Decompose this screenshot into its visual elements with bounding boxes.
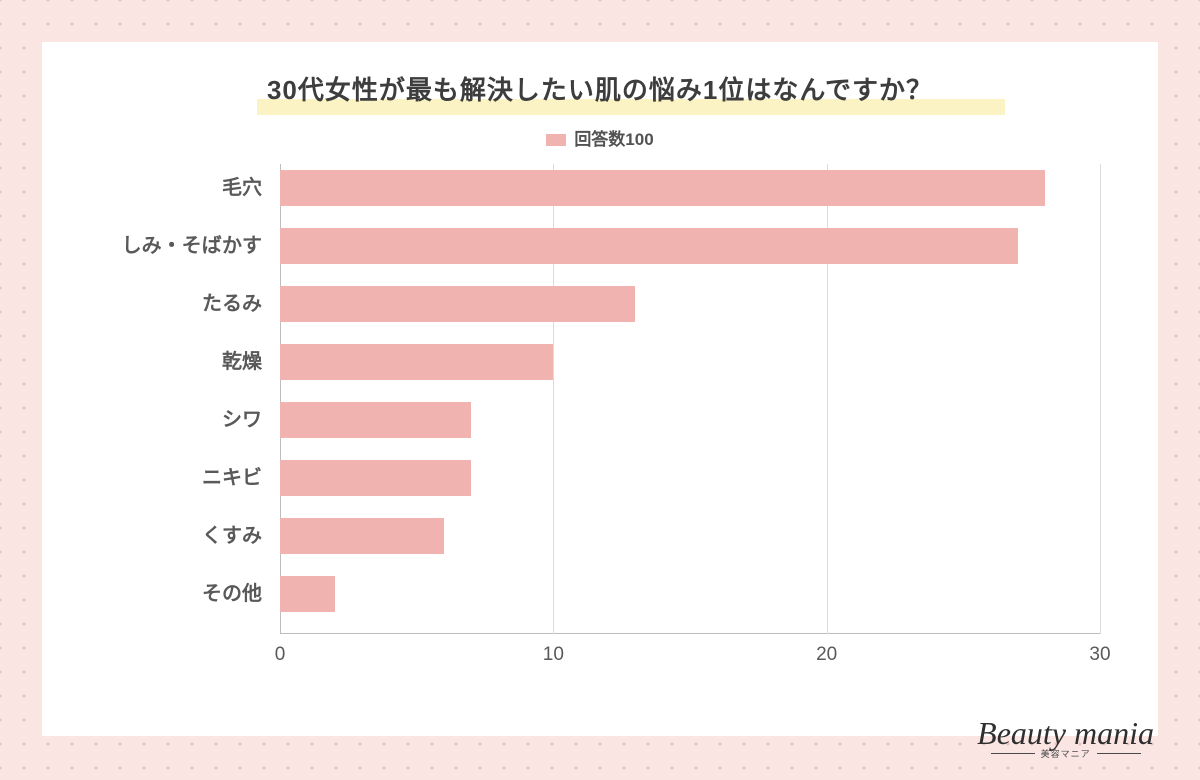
- category-label: くすみ: [100, 518, 280, 554]
- x-tick-label: 0: [275, 644, 286, 666]
- title-wrap: 30代女性が最も解決したい肌の悩み1位はなんですか？: [80, 70, 1120, 111]
- outer-frame: 30代女性が最も解決したい肌の悩み1位はなんですか？ 回答数100 0 10 20 3…: [0, 0, 1200, 780]
- brand-main: Beauty mania: [977, 717, 1154, 749]
- brand-sub: 美容マニア: [1041, 747, 1091, 760]
- bar: [280, 460, 471, 496]
- bar-row: くすみ: [280, 518, 1100, 554]
- category-label: 毛穴: [100, 170, 280, 206]
- chart-area: 0102030毛穴しみ・そばかすたるみ乾燥シワニキビくすみその他: [90, 164, 1120, 684]
- chart-card: 30代女性が最も解決したい肌の悩み1位はなんですか？ 回答数100 0 10 20 3…: [42, 42, 1158, 736]
- bar-row: その他: [280, 576, 1100, 612]
- gridline: [1100, 164, 1101, 634]
- category-label: 乾燥: [100, 344, 280, 380]
- brand-line-right: [1097, 753, 1141, 754]
- bar: [280, 576, 335, 612]
- category-label: シワ: [100, 402, 280, 438]
- bar: [280, 228, 1018, 264]
- bar: [280, 170, 1045, 206]
- x-tick-label: 20: [816, 644, 837, 666]
- x-tick-label: 10: [543, 644, 564, 666]
- brand-watermark: Beauty mania 美容マニア: [977, 717, 1154, 760]
- bar: [280, 402, 471, 438]
- bar-row: たるみ: [280, 286, 1100, 322]
- bar-row: シワ: [280, 402, 1100, 438]
- plot-area: 0102030毛穴しみ・そばかすたるみ乾燥シワニキビくすみその他: [280, 164, 1100, 634]
- category-label: たるみ: [100, 286, 280, 322]
- bar-row: 乾燥: [280, 344, 1100, 380]
- legend-swatch: [546, 134, 566, 146]
- bar-row: ニキビ: [280, 460, 1100, 496]
- legend-label: 回答数100: [574, 130, 653, 149]
- bar: [280, 344, 553, 380]
- bar: [280, 518, 444, 554]
- bar: [280, 286, 635, 322]
- category-label: しみ・そばかす: [100, 228, 280, 264]
- x-axis-line: [280, 633, 1100, 634]
- bar-row: しみ・そばかす: [280, 228, 1100, 264]
- brand-line-left: [991, 753, 1035, 754]
- title-highlight: 30代女性が最も解決したい肌の悩み1位はなんですか？: [261, 70, 939, 111]
- category-label: その他: [100, 576, 280, 612]
- bar-row: 毛穴: [280, 170, 1100, 206]
- category-label: ニキビ: [100, 460, 280, 496]
- legend: 回答数100: [80, 125, 1120, 150]
- chart-title: 30代女性が最も解決したい肌の悩み1位はなんですか？: [267, 75, 933, 105]
- x-tick-label: 30: [1089, 644, 1110, 666]
